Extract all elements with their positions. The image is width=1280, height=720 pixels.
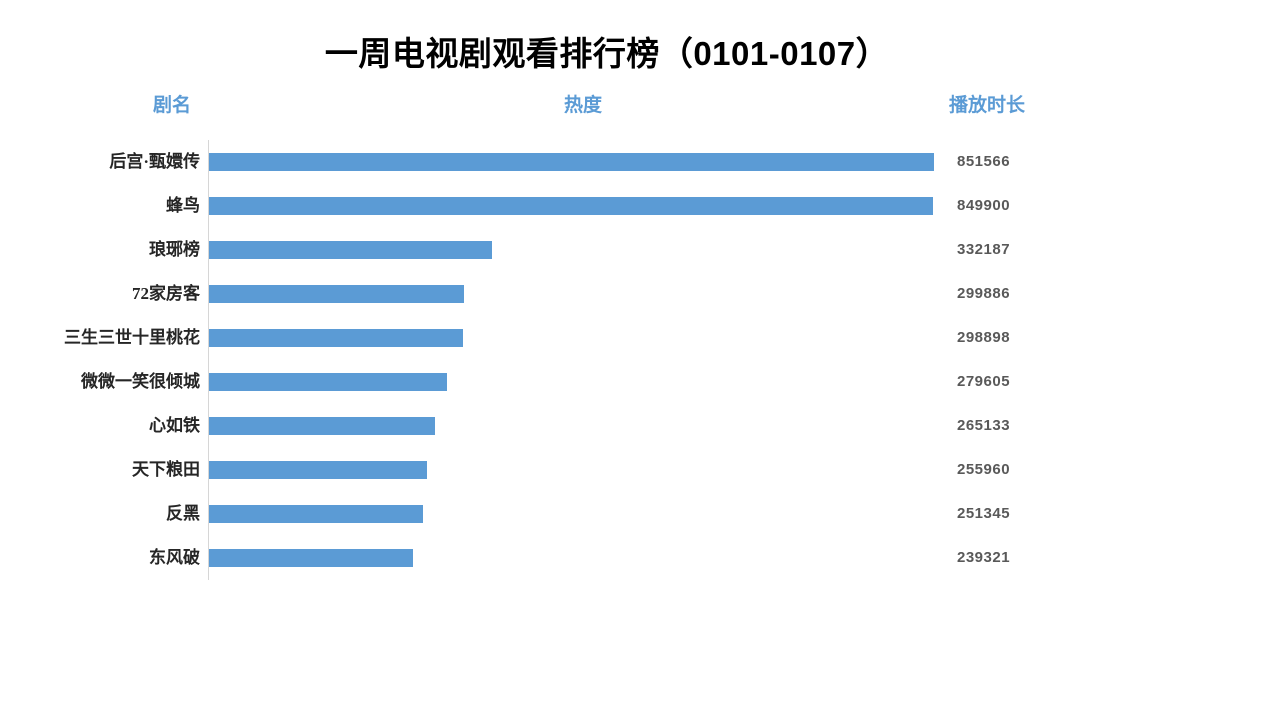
- heat-bar: [209, 153, 934, 171]
- bar-track: [209, 285, 934, 303]
- bar-track: [209, 329, 934, 347]
- drama-name-label: 反黑: [166, 504, 200, 523]
- bar-track: [209, 373, 934, 391]
- drama-name-label: 72家房客: [132, 284, 200, 303]
- bar-track: [209, 549, 934, 567]
- bar-track: [209, 417, 934, 435]
- play-duration-value: 849900: [957, 197, 1011, 214]
- play-duration-value: 851566: [957, 153, 1011, 170]
- heat-bar: [209, 549, 413, 567]
- play-duration-value: 279605: [957, 373, 1011, 390]
- heat-bar: [209, 461, 427, 479]
- chart-row: 反黑 251345: [0, 492, 1280, 536]
- play-duration-value: 255960: [957, 461, 1011, 478]
- chart-row: 72家房客 299886: [0, 272, 1280, 316]
- play-duration-value: 265133: [957, 417, 1011, 434]
- chart-row: 天下粮田 255960: [0, 448, 1280, 492]
- chart-row: 东风破 239321: [0, 536, 1280, 580]
- chart-row: 后宫·甄嬛传 851566: [0, 140, 1280, 184]
- column-header-play-duration: 播放时长: [948, 95, 1025, 116]
- chart-rows: 后宫·甄嬛传 851566 蜂鸟 849900 琅琊榜 332187 72家房客 299886…: [0, 140, 1280, 580]
- chart-row: 心如铁 265133: [0, 404, 1280, 448]
- play-duration-value: 251345: [957, 505, 1011, 522]
- chart-row: 蜂鸟 849900: [0, 184, 1280, 228]
- drama-name-label: 三生三世十里桃花: [64, 328, 200, 347]
- heat-bar: [209, 329, 464, 347]
- play-duration-value: 299886: [957, 285, 1011, 302]
- chart-row: 微微一笑很倾城 279605: [0, 360, 1280, 404]
- heat-bar: [209, 505, 423, 523]
- heat-bar: [209, 285, 465, 303]
- bar-track: [209, 241, 934, 259]
- play-duration-value: 239321: [957, 549, 1011, 566]
- chart-row: 三生三世十里桃花 298898: [0, 316, 1280, 360]
- heat-bar: [209, 197, 933, 215]
- heat-bar: [209, 417, 435, 435]
- column-header-heat: 热度: [563, 95, 602, 116]
- bar-track: [209, 505, 934, 523]
- y-axis-line: [208, 140, 209, 580]
- chart-title: 一周电视剧观看排行榜（0101-0107）: [324, 35, 890, 72]
- bar-track: [209, 153, 934, 171]
- chart-row: 琅琊榜 332187: [0, 228, 1280, 272]
- drama-name-label: 蜂鸟: [166, 196, 200, 215]
- drama-name-label: 琅琊榜: [149, 240, 200, 259]
- drama-name-label: 心如铁: [149, 416, 200, 435]
- bar-track: [209, 461, 934, 479]
- bar-track: [209, 197, 934, 215]
- column-header-drama-name: 剧名: [152, 95, 191, 116]
- drama-name-label: 东风破: [149, 548, 200, 567]
- play-duration-value: 298898: [957, 329, 1011, 346]
- drama-name-label: 后宫·甄嬛传: [109, 152, 200, 171]
- play-duration-value: 332187: [957, 241, 1011, 258]
- heat-bar: [209, 241, 492, 259]
- heat-bar: [209, 373, 448, 391]
- drama-name-label: 天下粮田: [132, 460, 200, 479]
- drama-name-label: 微微一笑很倾城: [81, 372, 200, 391]
